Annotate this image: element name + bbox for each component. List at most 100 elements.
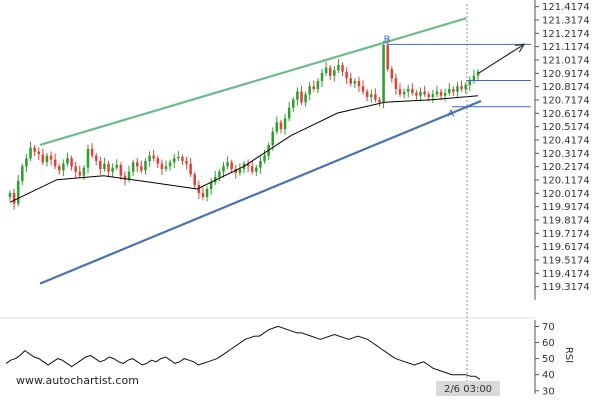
price-tick-label: 119.9174 [542,202,590,213]
candle-body [300,91,303,103]
candle-body [156,158,160,164]
candle [443,88,447,102]
price-tick-label: 119.6174 [542,242,590,253]
level-label-a: A [448,109,455,120]
candle [353,78,357,88]
candle [255,164,258,176]
candle [365,88,369,102]
candle-body [213,176,217,183]
candle-body [45,155,49,163]
candle-body [29,147,32,159]
candle [411,83,414,96]
candle [111,163,114,178]
candle-body [333,70,336,76]
candle-body [378,99,381,103]
candle [213,171,217,185]
candle [90,143,94,159]
price-tick-label: 119.8174 [542,216,590,227]
candle-body [439,91,443,96]
candle [21,163,24,186]
rsi-tick-label: 40 [542,370,555,381]
candle-body [386,44,389,69]
candle [62,159,65,177]
candle-body [201,192,205,197]
candle-body [296,91,299,100]
candle [189,157,192,177]
rsi-tick-label: 30 [542,386,555,397]
candle [168,159,172,171]
candle-body [345,71,348,79]
candle-body [168,162,172,167]
rsi-axis-label: RSI [563,347,574,363]
candle-body [197,184,201,193]
candle [94,152,98,166]
candle-body [443,92,447,96]
candle [164,160,168,172]
watermark: www.autochartist.com [16,374,139,387]
candle [308,82,311,101]
candle [423,85,426,97]
candle-body [66,158,69,164]
candle-body [349,78,353,84]
candle [341,62,344,76]
candle-body [33,147,36,152]
candle [16,175,20,207]
candle [464,82,467,94]
candle-body [103,163,106,169]
price-tick-label: 119.3174 [542,282,590,293]
candle-body [209,182,213,189]
candle [152,149,155,161]
projection-arrow-line [477,43,525,75]
candle-body [25,158,28,167]
candle-body [111,167,114,172]
candle [382,40,385,109]
candle [419,87,422,102]
price-levels: BA [384,34,531,120]
candle-body [144,160,147,171]
candle-body [435,91,439,95]
candle [115,159,119,171]
candle-body [177,156,180,159]
candle-body [287,107,291,119]
price-tick-label: 120.7174 [542,96,590,107]
candle-body [411,88,414,93]
candle-body [160,163,164,169]
projection-arrow-head [515,43,526,53]
candle-body [90,148,94,156]
candle [452,86,455,96]
candle [296,87,299,106]
candle [74,162,77,178]
candle [390,66,394,83]
candle [287,101,291,121]
candle-body [250,166,254,172]
candle-body [246,163,250,167]
rsi-tick-label: 60 [542,338,555,349]
candle [263,149,266,164]
price-axis-ticks: 121.4174 121.3174 121.2174 121.1174 121.0174… [535,2,590,293]
candle [374,88,377,103]
candle [57,163,61,175]
candle [99,156,102,175]
candle-body [369,94,373,97]
candle-body [16,180,20,204]
candle-body [123,175,127,180]
candle [45,152,49,167]
candle-body [341,64,344,72]
candle [337,59,340,73]
candle [41,148,45,165]
price-tick-label: 120.1174 [542,176,590,187]
candle [29,141,32,161]
candle [361,80,365,95]
candle-body [218,171,221,177]
candle [140,160,143,173]
resistance-trendline [39,17,467,147]
candle-body [119,164,123,176]
rsi-plot [5,325,481,380]
candle [415,90,418,100]
candle [386,39,389,72]
price-tick-label: 120.8174 [542,82,590,93]
candle-body [164,166,168,169]
candle-body [464,84,467,89]
candle [234,164,238,179]
